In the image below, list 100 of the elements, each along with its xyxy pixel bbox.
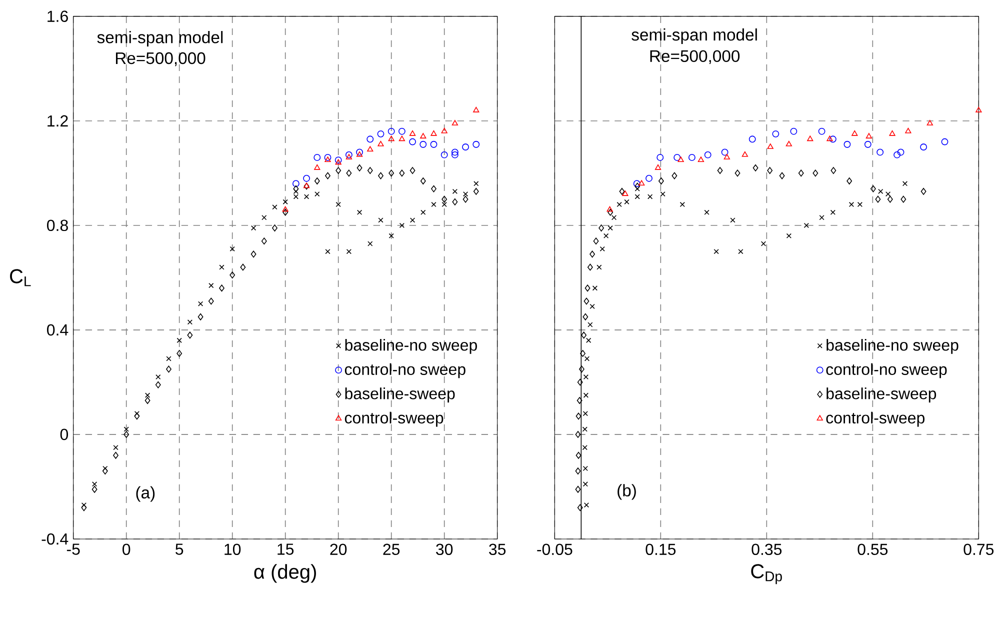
point (622, 190, 628, 196)
y-tick-label: 0 (60, 428, 68, 440)
point (752, 164, 758, 172)
point (399, 222, 405, 228)
point (593, 238, 599, 245)
point (378, 218, 384, 223)
legend-label: control-sweep (826, 412, 924, 427)
point (648, 194, 653, 200)
point (388, 128, 395, 135)
point (124, 430, 130, 438)
point (672, 172, 678, 180)
point (420, 140, 427, 148)
point (658, 178, 664, 184)
point (282, 199, 288, 204)
point (660, 191, 666, 197)
y-tick-label: 0.4 (47, 324, 68, 336)
point (633, 180, 640, 188)
point (576, 412, 582, 420)
point (848, 202, 854, 208)
point (721, 148, 728, 156)
point (430, 140, 438, 148)
point (767, 167, 773, 174)
point (324, 156, 331, 162)
point (314, 191, 320, 197)
point (240, 264, 246, 271)
point (473, 188, 479, 195)
y-tick-label: 1.6 (48, 10, 68, 22)
point (688, 154, 696, 161)
point (410, 218, 416, 223)
point (292, 180, 300, 188)
point (804, 222, 809, 228)
point (166, 356, 172, 362)
point (410, 167, 416, 174)
point (588, 322, 593, 328)
point (748, 136, 756, 143)
point (608, 208, 614, 216)
point (590, 304, 595, 309)
point (584, 502, 590, 508)
point (336, 202, 341, 208)
point (324, 154, 332, 161)
point (905, 128, 912, 134)
legend-label: baseline-no sweep (345, 339, 477, 354)
point (345, 151, 352, 158)
point (261, 238, 267, 245)
point (473, 106, 480, 112)
point (582, 444, 588, 450)
point (441, 128, 448, 134)
point (398, 136, 405, 142)
point (346, 248, 352, 254)
point (579, 366, 584, 373)
point (779, 172, 785, 180)
point (250, 225, 256, 231)
point (604, 233, 609, 238)
point (155, 381, 161, 388)
point (368, 241, 373, 246)
point (584, 284, 590, 292)
point (580, 350, 586, 357)
point (577, 504, 583, 512)
point (714, 248, 719, 254)
point (314, 178, 320, 184)
point (829, 136, 836, 143)
point (724, 154, 730, 160)
point (584, 298, 590, 305)
point (889, 130, 896, 136)
point (734, 170, 740, 177)
y-tick-label: 1.2 (48, 115, 68, 126)
point (575, 430, 581, 438)
point (897, 148, 904, 156)
point (388, 233, 394, 238)
point (920, 188, 926, 195)
point (577, 378, 583, 386)
point (420, 210, 426, 215)
x-tick-label: -5 (66, 544, 80, 555)
point (926, 120, 933, 126)
legend-label: control-no sweep (344, 363, 466, 378)
point (596, 264, 602, 270)
point (282, 208, 288, 216)
point (772, 130, 780, 138)
point (431, 185, 436, 192)
point (582, 313, 588, 320)
point (920, 144, 928, 150)
point (451, 151, 458, 158)
point (584, 356, 590, 362)
point (262, 214, 267, 220)
point (314, 154, 321, 161)
point (250, 250, 256, 258)
x-tick-label: 0.75 (964, 544, 994, 556)
point (582, 466, 588, 471)
point (409, 138, 416, 146)
point (272, 204, 278, 210)
point (113, 452, 118, 459)
point (187, 320, 193, 325)
point (576, 452, 582, 459)
point (608, 225, 613, 231)
point (219, 284, 224, 292)
point (334, 156, 342, 164)
point (600, 246, 605, 252)
point (430, 130, 437, 136)
point (894, 151, 901, 158)
point (219, 264, 224, 270)
